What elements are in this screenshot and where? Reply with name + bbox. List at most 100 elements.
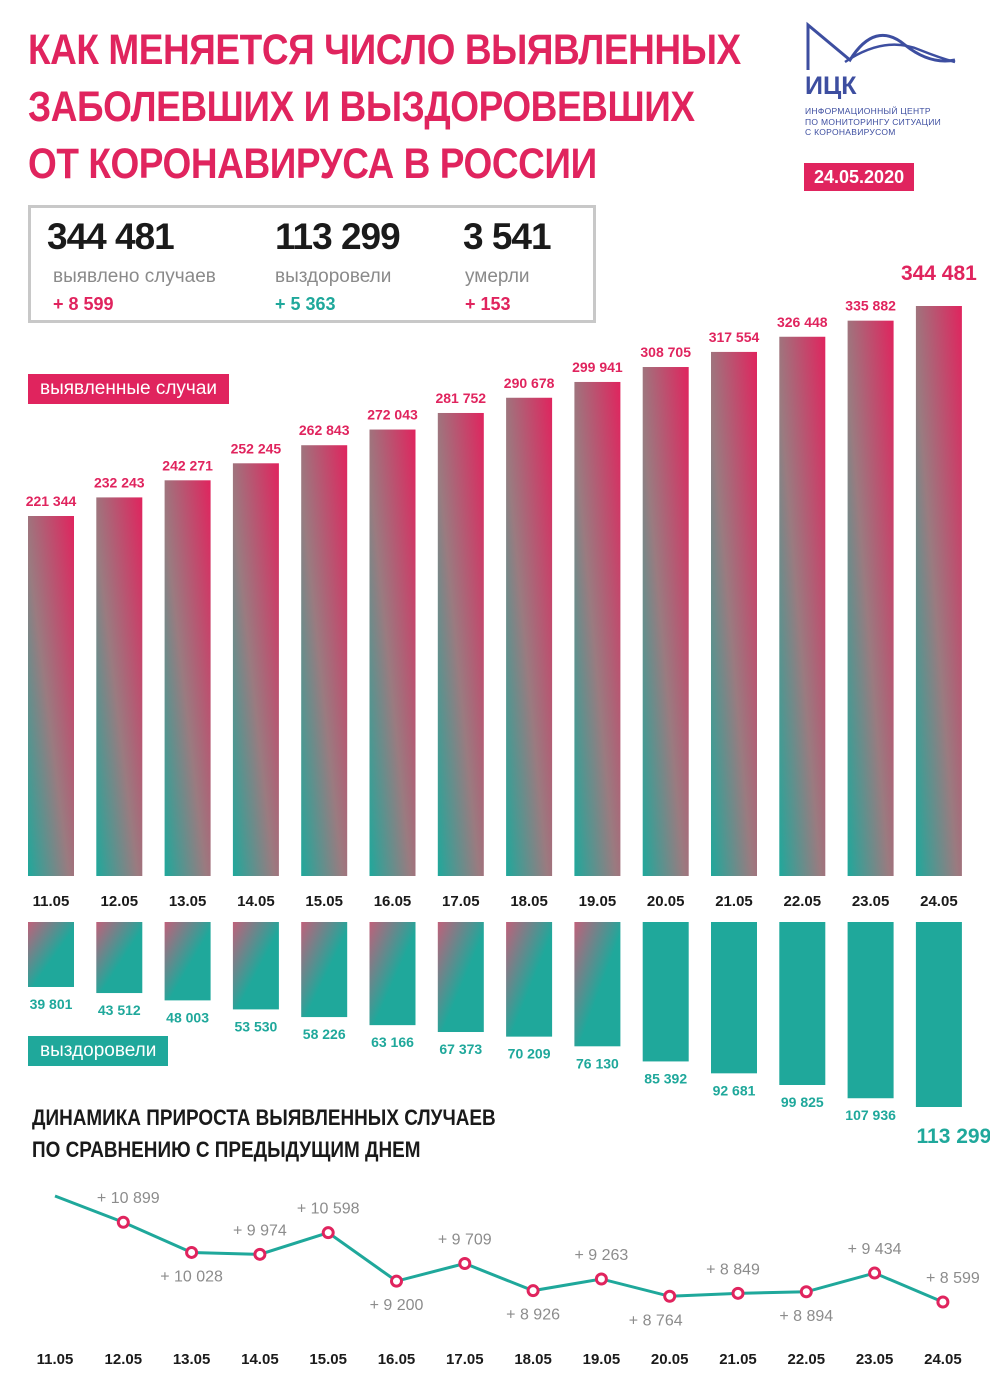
logo-subtitle-line-3: С КОРОНАВИРУСОМ <box>805 127 896 137</box>
recovered-bar <box>915 922 962 1107</box>
recovered-bar <box>232 922 279 1010</box>
recovered-bar-label: 70 209 <box>508 1046 551 1062</box>
stat-recovered-value: 113 299 <box>275 216 401 257</box>
recovered-bar <box>96 922 143 994</box>
cases-bar <box>642 367 689 876</box>
recovered-bar-label: 63 166 <box>371 1034 414 1050</box>
logo-subtitle: ИНФОРМАЦИОННЫЙ ЦЕНТР ПО МОНИТОРИНГУ СИТУ… <box>805 106 941 138</box>
cases-bar-label: 272 043 <box>367 407 418 423</box>
cases-bar-label: 221 344 <box>26 493 77 509</box>
growth-tick-label: 16.05 <box>378 1351 416 1368</box>
growth-point <box>390 1274 403 1288</box>
cases-tick-label: 13.05 <box>169 893 207 910</box>
growth-point <box>526 1284 540 1298</box>
cases-bar <box>574 381 621 876</box>
growth-point-label: + 8 894 <box>779 1308 833 1325</box>
growth-point <box>458 1257 472 1271</box>
cases-bar-label: 308 705 <box>640 344 691 360</box>
cases-bar <box>437 412 484 876</box>
recovered-bar-label: 92 681 <box>713 1082 756 1098</box>
growth-point <box>799 1285 813 1299</box>
cases-date-axis: 11.05 12.05 13.05 14.05 15.05 16.05 17.05 18.05… <box>33 893 958 910</box>
dynamics-title-line-1: ДИНАМИКА ПРИРОСТА ВЫЯВЛЕННЫХ СЛУЧАЕВ <box>32 1105 496 1130</box>
logo-name: ИЦК <box>805 72 857 100</box>
growth-tick-label: 21.05 <box>719 1351 757 1368</box>
cases-bar <box>711 351 757 877</box>
recovered-bar-label: 48 003 <box>166 1009 209 1025</box>
logo-subtitle-line-1: ИНФОРМАЦИОННЫЙ ЦЕНТР <box>805 106 931 116</box>
cases-bar-label: 242 271 <box>162 457 213 473</box>
cases-bar-label: 299 941 <box>572 359 623 375</box>
cases-tick-label: 23.05 <box>852 893 890 910</box>
cases-bar-label: 317 554 <box>709 329 760 345</box>
dynamics-title: ДИНАМИКА ПРИРОСТА ВЫЯВЛЕННЫХ СЛУЧАЕВ ПО … <box>32 1102 496 1166</box>
recovered-bar <box>711 922 757 1074</box>
recovered-series-tag: выздоровели <box>28 1036 169 1066</box>
growth-point-label: + 10 899 <box>97 1190 160 1207</box>
recovered-bar-label: 58 226 <box>303 1026 346 1042</box>
cases-bar-label: 252 245 <box>231 440 282 456</box>
growth-point-label: + 10 028 <box>160 1268 223 1285</box>
stat-cases-value: 344 481 <box>47 216 175 257</box>
growth-point-label: + 9 200 <box>370 1297 424 1314</box>
growth-point <box>663 1289 677 1303</box>
growth-tick-label: 19.05 <box>583 1351 621 1368</box>
recovered-bar-label: 76 130 <box>576 1055 619 1071</box>
cases-tick-label: 14.05 <box>237 893 275 910</box>
growth-point-label: + 9 434 <box>848 1241 902 1258</box>
cases-bar <box>915 306 962 876</box>
growth-line <box>54 1194 944 1304</box>
cases-tick-label: 22.05 <box>784 893 822 910</box>
cases-bar <box>96 497 143 876</box>
cases-tick-label: 21.05 <box>715 893 753 910</box>
cases-bar-label: 232 243 <box>94 474 145 490</box>
growth-point-label: + 10 598 <box>297 1201 360 1218</box>
recovered-bar <box>847 922 894 1099</box>
growth-tick-label: 24.05 <box>924 1351 962 1368</box>
cases-bar-label: 335 882 <box>845 298 896 314</box>
recovered-bar-label: 43 512 <box>98 1002 141 1018</box>
recovered-bar <box>301 922 348 1018</box>
cases-bar <box>506 397 553 876</box>
cases-series-tag: выявленные случаи <box>28 374 230 404</box>
cases-bar <box>847 320 894 876</box>
cases-tick-label: 15.05 <box>305 893 343 910</box>
recovered-bar-label: 85 392 <box>644 1070 687 1086</box>
growth-line-chart: + 10 899 + 10 028 + 9 974 + 10 598 + 9 200 + … <box>37 1190 980 1368</box>
recovered-bar-label: 107 936 <box>845 1107 896 1123</box>
title-line-3: ОТ КОРОНАВИРУСА В РОССИИ <box>28 140 597 188</box>
dynamics-title-line-2: ПО СРАВНЕНИЮ С ПРЕДЫДУЩИМ ДНЕМ <box>32 1137 421 1162</box>
cases-tick-label: 11.05 <box>33 893 70 910</box>
stat-deaths-label: умерли <box>465 266 530 287</box>
cases-bar <box>301 445 348 876</box>
growth-point <box>731 1286 745 1300</box>
cases-tick-label: 17.05 <box>442 893 480 910</box>
summary-box: 344 481 выявлено случаев + 8 599 113 299… <box>28 205 596 323</box>
recovered-bar-label: 53 530 <box>234 1018 277 1034</box>
stat-cases-label: выявлено случаев <box>53 266 216 287</box>
logo-subtitle-line-2: ПО МОНИТОРИНГУ СИТУАЦИИ <box>805 116 942 127</box>
growth-point <box>868 1266 882 1280</box>
stat-recovered-delta: + 5 363 <box>275 294 336 314</box>
growth-point-label: + 9 974 <box>233 1222 287 1239</box>
cases-bar <box>232 463 279 876</box>
cases-bar-label: 326 448 <box>777 314 828 330</box>
cases-tick-label: 24.05 <box>920 893 958 910</box>
cases-tick-label: 19.05 <box>579 893 617 910</box>
growth-point <box>594 1272 608 1286</box>
recovered-bar <box>369 922 416 1026</box>
mountain-wave-logo-icon <box>806 21 956 70</box>
cases-bar <box>779 336 826 876</box>
growth-point <box>185 1245 199 1259</box>
growth-tick-label: 18.05 <box>514 1351 552 1368</box>
stat-recovered-label: выздоровели <box>275 266 392 287</box>
growth-tick-label: 17.05 <box>446 1351 484 1368</box>
growth-tick-label: 15.05 <box>309 1351 347 1368</box>
growth-tick-label: 22.05 <box>788 1351 826 1368</box>
recovered-bar <box>164 922 211 1001</box>
cases-bar-label: 281 752 <box>435 390 486 406</box>
growth-point-label: + 8 926 <box>506 1307 560 1324</box>
recovered-bar-label: 39 801 <box>30 996 73 1012</box>
cases-bar <box>28 516 74 876</box>
